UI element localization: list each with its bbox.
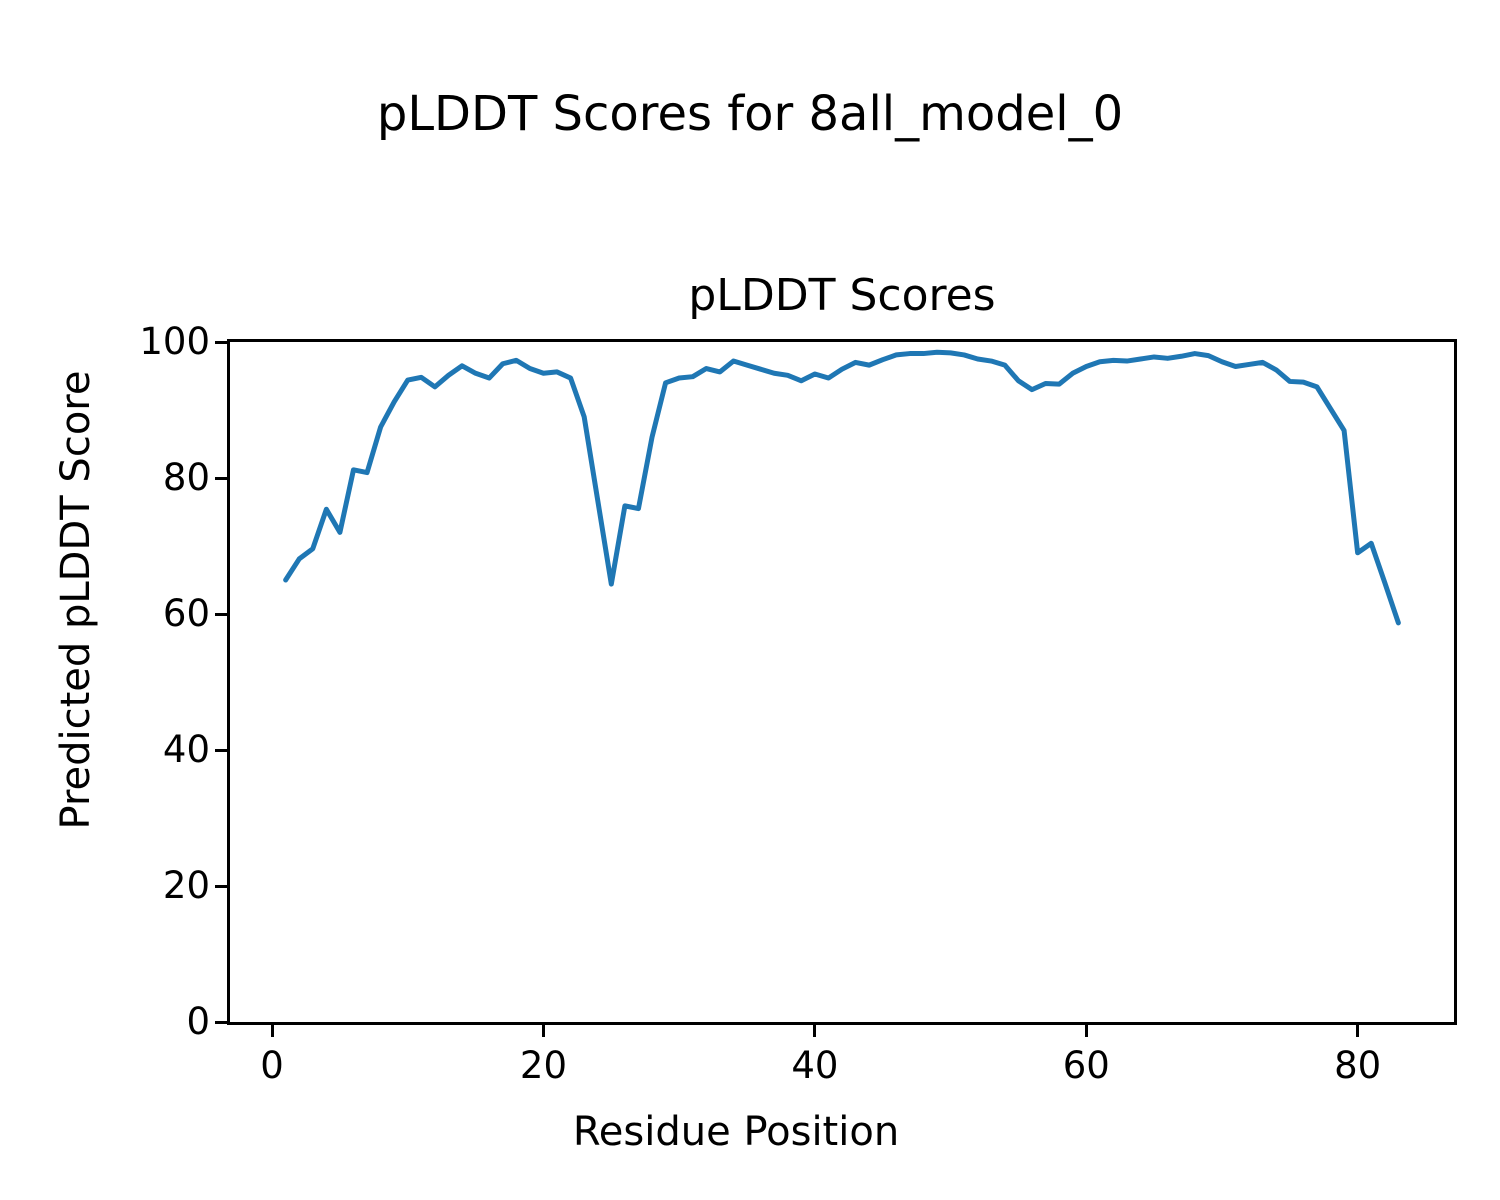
y-tick-label-60: 60 [162,592,210,635]
y-tick-label-40: 40 [162,728,210,771]
x-tick-label-0: 0 [260,1044,284,1087]
x-tick-label-60: 60 [1062,1044,1110,1087]
y-tick-mark-100 [215,340,227,344]
y-tick-label-80: 80 [162,456,210,499]
y-tick-mark-80 [215,476,227,480]
y-tick-mark-20 [215,884,227,888]
x-tick-label-20: 20 [519,1044,567,1087]
x-tick-mark-80 [1356,1025,1360,1037]
x-axis-label: Residue Position [572,1109,900,1155]
figure-suptitle: pLDDT Scores for 8all_model_0 [376,86,1124,142]
x-tick-mark-0 [270,1025,274,1037]
y-tick-label-0: 0 [186,1000,210,1043]
x-tick-label-40: 40 [791,1044,839,1087]
x-tick-mark-20 [541,1025,545,1037]
x-tick-mark-40 [813,1025,817,1037]
y-tick-mark-40 [215,748,227,752]
y-tick-label-20: 20 [162,864,210,907]
y-tick-label-100: 100 [139,320,210,363]
y-axis-label: Predicted pLDDT Score [53,370,99,830]
line-pLDDT [283,349,1401,626]
x-tick-label-80: 80 [1334,1044,1382,1087]
pLDDT-line-series [283,349,1401,626]
y-tick-mark-0 [215,1020,227,1024]
y-tick-mark-60 [215,612,227,616]
x-tick-mark-60 [1084,1025,1088,1037]
plot-area [227,339,1457,1025]
axes-title: pLDDT Scores [688,270,996,321]
